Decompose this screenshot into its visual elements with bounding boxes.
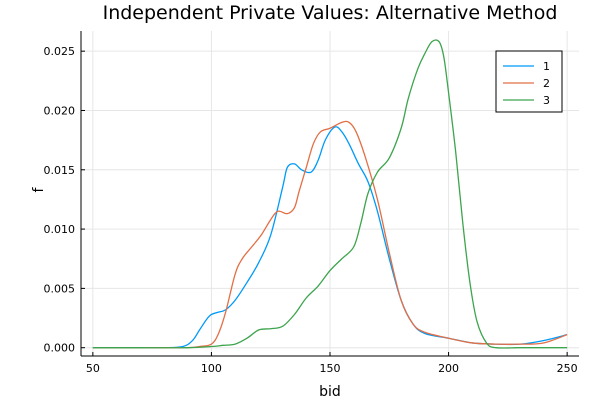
legend-label-3: 3 bbox=[543, 94, 550, 107]
x-tick-label: 100 bbox=[201, 362, 222, 375]
series-line-2 bbox=[92, 120, 568, 349]
legend-label-1: 1 bbox=[543, 60, 550, 73]
y-tick-label: 0.020 bbox=[44, 104, 76, 117]
series-group bbox=[92, 39, 568, 349]
chart-title: Independent Private Values: Alternative … bbox=[103, 2, 558, 24]
ticks: 50 100 150 200 250 0.000 0.005 0.010 0.015 0.020 0… bbox=[44, 45, 578, 375]
legend: 1 2 3 bbox=[495, 50, 563, 113]
y-tick-label: 0.015 bbox=[44, 164, 76, 177]
legend-box bbox=[495, 50, 563, 113]
x-axis-label: bid bbox=[319, 384, 341, 400]
series-line-3 bbox=[92, 39, 568, 349]
y-tick-label: 0.025 bbox=[44, 45, 76, 58]
y-tick-label: 0.005 bbox=[44, 282, 76, 295]
series-line-1 bbox=[92, 126, 568, 349]
y-tick-label: 0.010 bbox=[44, 223, 76, 236]
x-tick-label: 50 bbox=[86, 362, 100, 375]
legend-label-2: 2 bbox=[543, 77, 550, 90]
y-tick-label: 0.000 bbox=[44, 342, 76, 355]
x-tick-label: 200 bbox=[438, 362, 459, 375]
x-tick-label: 150 bbox=[320, 362, 341, 375]
y-axis-label: f bbox=[31, 186, 47, 192]
x-tick-label: 250 bbox=[557, 362, 578, 375]
